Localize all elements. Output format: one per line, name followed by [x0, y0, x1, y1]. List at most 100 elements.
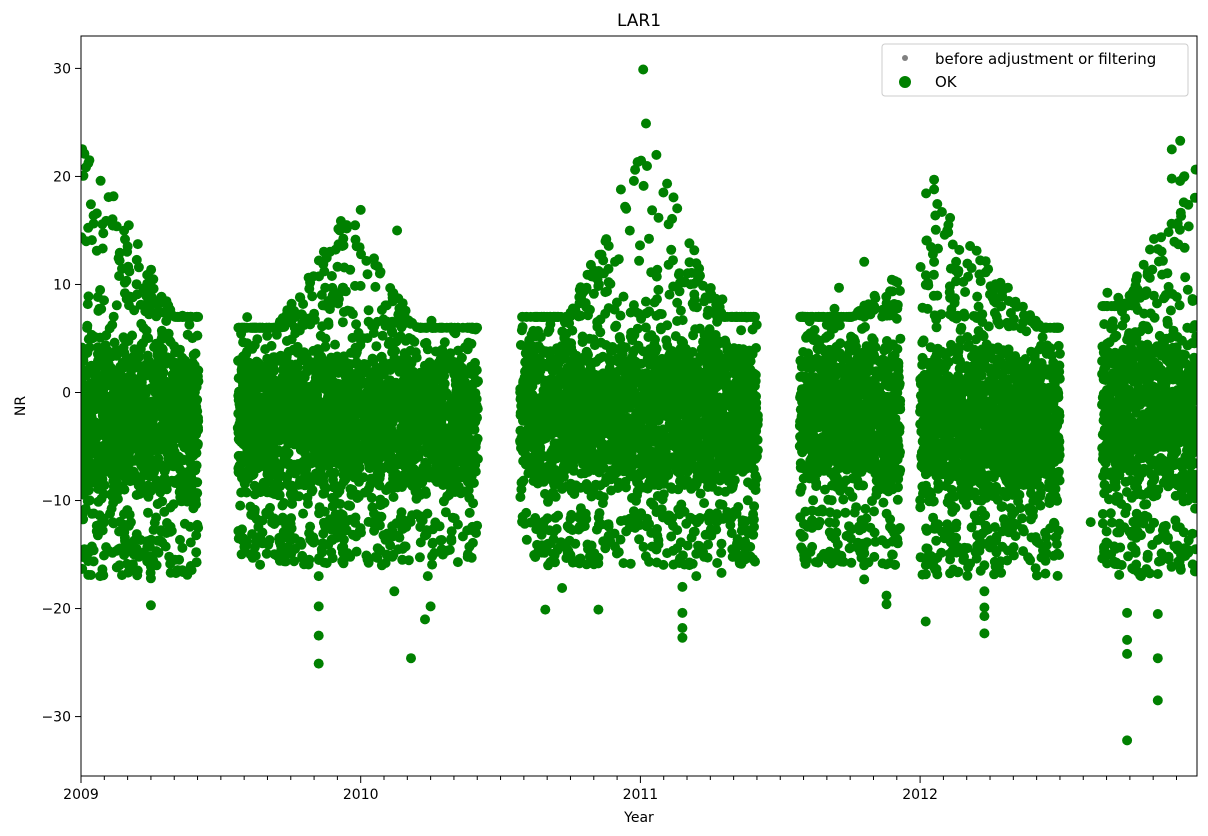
- data-point-3052: [463, 337, 474, 348]
- data-point-994: [81, 461, 91, 471]
- data-point-3884: [370, 281, 381, 292]
- data-point-3272: [235, 389, 246, 400]
- data-point-3924: [446, 322, 457, 333]
- data-point-3530: [301, 468, 312, 479]
- data-point-3507: [341, 421, 352, 432]
- data-point-3117: [357, 369, 368, 379]
- data-point-1044: [148, 458, 159, 469]
- data-point-950: [125, 402, 136, 413]
- data-point-3541: [285, 413, 296, 424]
- data-point-1025: [108, 409, 118, 420]
- data-point-3531: [246, 420, 257, 431]
- data-point-1291: [97, 564, 108, 575]
- data-point-3494: [416, 432, 427, 443]
- data-point-1263: [174, 554, 185, 565]
- data-point-3355: [423, 409, 434, 420]
- data-point-3777: [397, 554, 408, 565]
- data-point-1074: [81, 412, 91, 423]
- data-point-3907: [427, 537, 438, 548]
- data-point-3915: [246, 509, 257, 520]
- data-point-3524: [254, 461, 265, 472]
- data-point-1230: [131, 254, 142, 265]
- data-point-1036: [154, 411, 165, 422]
- data-point-3737: [462, 549, 473, 560]
- data-point-3349: [419, 360, 430, 371]
- data-point-1009: [162, 357, 173, 368]
- data-point-3303: [374, 480, 385, 491]
- data-point-813: [137, 471, 147, 482]
- data-point-3539: [234, 409, 245, 420]
- data-point-3227: [262, 353, 273, 364]
- data-point-1072: [83, 485, 94, 496]
- data-point-3496: [384, 482, 395, 493]
- data-point-1187: [175, 534, 185, 545]
- data-point-3367: [287, 498, 298, 509]
- data-point-963: [179, 474, 190, 484]
- data-point-3428: [466, 415, 477, 426]
- data-point-983: [139, 458, 150, 469]
- data-point-3722: [355, 280, 366, 291]
- data-point-3049: [330, 339, 340, 350]
- data-point-1033: [133, 432, 144, 443]
- data-point-2859: [340, 474, 351, 485]
- data-point-3868: [294, 292, 305, 303]
- data-point-3257: [336, 431, 346, 442]
- data-point-3432: [469, 450, 480, 461]
- data-point-1214: [123, 261, 134, 272]
- data-point-1221: [107, 517, 118, 528]
- data-point-3953: [427, 551, 438, 562]
- data-point-716: [87, 333, 98, 344]
- data-point-3397: [235, 453, 246, 464]
- data-point-1274: [86, 235, 97, 246]
- data-point-809: [174, 487, 185, 497]
- data-point-1182: [132, 239, 143, 250]
- data-point-3535: [412, 389, 423, 399]
- data-point-3935: [370, 552, 381, 562]
- data-point-1075: [108, 436, 119, 446]
- data-point-3544: [372, 447, 383, 458]
- data-point-3929: [369, 525, 380, 536]
- data-point-3149: [366, 492, 377, 503]
- data-point-1076: [99, 374, 110, 385]
- data-point-1091: [119, 438, 130, 448]
- data-point-3504: [366, 401, 377, 412]
- data-point-1901: [343, 500, 354, 511]
- data-point-2077: [235, 500, 246, 511]
- data-point-568: [152, 499, 163, 509]
- data-point-3420: [344, 388, 355, 399]
- data-point-936: [99, 456, 110, 467]
- data-point-1048: [148, 372, 159, 383]
- data-point-3352: [272, 477, 283, 488]
- data-point-1060: [100, 427, 111, 437]
- data-point-3517: [449, 434, 460, 445]
- data-point-3416: [239, 378, 250, 389]
- data-point-1079: [192, 394, 203, 405]
- data-point-140: [190, 348, 201, 359]
- data-point-2456: [371, 341, 382, 352]
- data-point-3430: [357, 447, 368, 458]
- data-point-1065: [115, 394, 126, 405]
- data-point-1077: [120, 470, 131, 481]
- data-point-3324: [439, 378, 450, 389]
- data-point-2883: [379, 497, 390, 508]
- data-point-3516: [239, 471, 250, 482]
- data-point-593: [92, 349, 103, 359]
- data-point-3495: [326, 352, 337, 363]
- data-point-3509: [302, 412, 313, 423]
- data-point-1061: [102, 365, 113, 376]
- data-point-1294: [148, 283, 159, 294]
- data-point-3048: [320, 483, 331, 494]
- data-point-3734: [363, 305, 374, 316]
- data-point-382: [82, 320, 93, 331]
- data-point-3545: [376, 397, 387, 408]
- data-point-3497: [263, 405, 273, 416]
- data-point-3529: [364, 454, 375, 465]
- data-point-3514: [317, 437, 328, 448]
- data-point-1255: [191, 547, 202, 558]
- data-point-1012: [167, 443, 178, 454]
- data-point-3366: [466, 471, 477, 482]
- data-point-3519: [381, 428, 392, 439]
- data-point-3966: [318, 259, 329, 270]
- data-point-987: [144, 356, 155, 367]
